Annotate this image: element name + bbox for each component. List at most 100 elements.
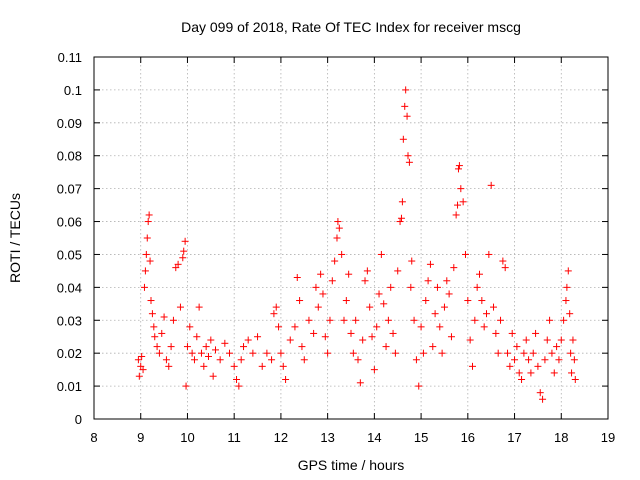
data-point xyxy=(204,352,212,360)
data-point xyxy=(563,283,571,291)
x-tick-label: 17 xyxy=(507,430,521,445)
data-point xyxy=(233,376,241,384)
data-point xyxy=(155,349,163,357)
data-point xyxy=(377,250,385,258)
data-point xyxy=(429,343,437,351)
x-tick-label: 8 xyxy=(90,430,97,445)
x-tick-label: 16 xyxy=(461,430,475,445)
x-axis-label: GPS time / hours xyxy=(298,457,405,473)
data-point xyxy=(543,336,551,344)
data-point xyxy=(363,267,371,275)
data-point xyxy=(296,297,304,305)
data-point xyxy=(174,260,182,268)
x-tick-label: 12 xyxy=(274,430,288,445)
data-point xyxy=(209,372,217,380)
data-point xyxy=(397,214,405,222)
data-point xyxy=(135,372,143,380)
data-point xyxy=(405,158,413,166)
y-tick-label: 0.09 xyxy=(57,116,82,131)
data-point xyxy=(426,260,434,268)
data-point xyxy=(314,303,322,311)
y-tick-label: 0.07 xyxy=(57,182,82,197)
data-point xyxy=(190,356,198,364)
y-axis-label: ROTI / TECUs xyxy=(7,193,23,283)
data-point xyxy=(525,356,533,364)
y-tick-label: 0.06 xyxy=(57,215,82,230)
data-point xyxy=(359,336,367,344)
data-point xyxy=(254,333,262,341)
data-point xyxy=(401,102,409,110)
data-point xyxy=(342,297,350,305)
data-point xyxy=(169,316,177,324)
data-point xyxy=(464,297,472,305)
tick-labels: 8 9 10 11 12 13 14 15 16 17 18 19 0 0.01 0.02 0.03 0.04 0… xyxy=(57,50,616,445)
x-tick-label: 18 xyxy=(554,430,568,445)
data-point xyxy=(494,349,502,357)
data-point xyxy=(461,250,469,258)
data-point xyxy=(375,290,383,298)
data-point xyxy=(138,352,146,360)
data-point xyxy=(424,277,432,285)
data-point xyxy=(349,349,357,357)
data-point xyxy=(334,218,342,226)
data-point xyxy=(275,323,283,331)
data-point xyxy=(321,333,329,341)
x-tick-label: 13 xyxy=(320,430,334,445)
data-point xyxy=(226,349,234,357)
data-point xyxy=(476,270,483,278)
data-point xyxy=(399,135,407,143)
data-point xyxy=(335,224,343,232)
x-tick-label: 10 xyxy=(180,430,194,445)
data-point xyxy=(541,356,549,364)
data-point xyxy=(410,316,418,324)
data-point xyxy=(546,316,554,324)
data-point xyxy=(532,329,540,337)
data-point xyxy=(568,369,576,377)
data-point xyxy=(197,349,205,357)
data-point xyxy=(487,181,495,189)
x-tick-label: 19 xyxy=(601,430,615,445)
y-tick-label: 0 xyxy=(75,412,82,427)
data-point xyxy=(312,283,320,291)
data-point xyxy=(134,356,142,364)
data-point xyxy=(279,362,287,370)
data-point xyxy=(382,343,390,351)
data-point xyxy=(270,310,278,318)
data-point xyxy=(139,366,147,374)
data-point xyxy=(408,257,416,265)
data-point xyxy=(518,376,526,384)
y-tick-label: 0.01 xyxy=(57,379,82,394)
data-point xyxy=(293,273,301,281)
data-point xyxy=(407,283,415,291)
y-tick-label: 0.02 xyxy=(57,346,82,361)
y-tick-label: 0.04 xyxy=(57,280,82,295)
data-point xyxy=(570,356,578,364)
data-point xyxy=(384,316,392,324)
data-point xyxy=(347,329,355,337)
data-point xyxy=(404,152,412,160)
data-point xyxy=(534,362,542,370)
data-point xyxy=(211,346,219,354)
data-point xyxy=(394,267,402,275)
data-point xyxy=(272,303,280,311)
data-point xyxy=(529,349,537,357)
data-point xyxy=(571,376,579,384)
data-point xyxy=(396,218,404,226)
data-point xyxy=(144,218,152,226)
data-point xyxy=(249,349,257,357)
data-point xyxy=(338,250,346,258)
data-point xyxy=(324,349,332,357)
data-point xyxy=(188,349,196,357)
data-point xyxy=(300,356,308,364)
data-points xyxy=(134,86,579,403)
data-point xyxy=(450,264,458,272)
data-point xyxy=(153,343,161,351)
data-point xyxy=(230,362,238,370)
data-point xyxy=(455,162,463,170)
data-point xyxy=(445,290,453,298)
data-point xyxy=(433,283,441,291)
data-point xyxy=(258,362,266,370)
data-point xyxy=(326,316,334,324)
data-point xyxy=(387,283,395,291)
